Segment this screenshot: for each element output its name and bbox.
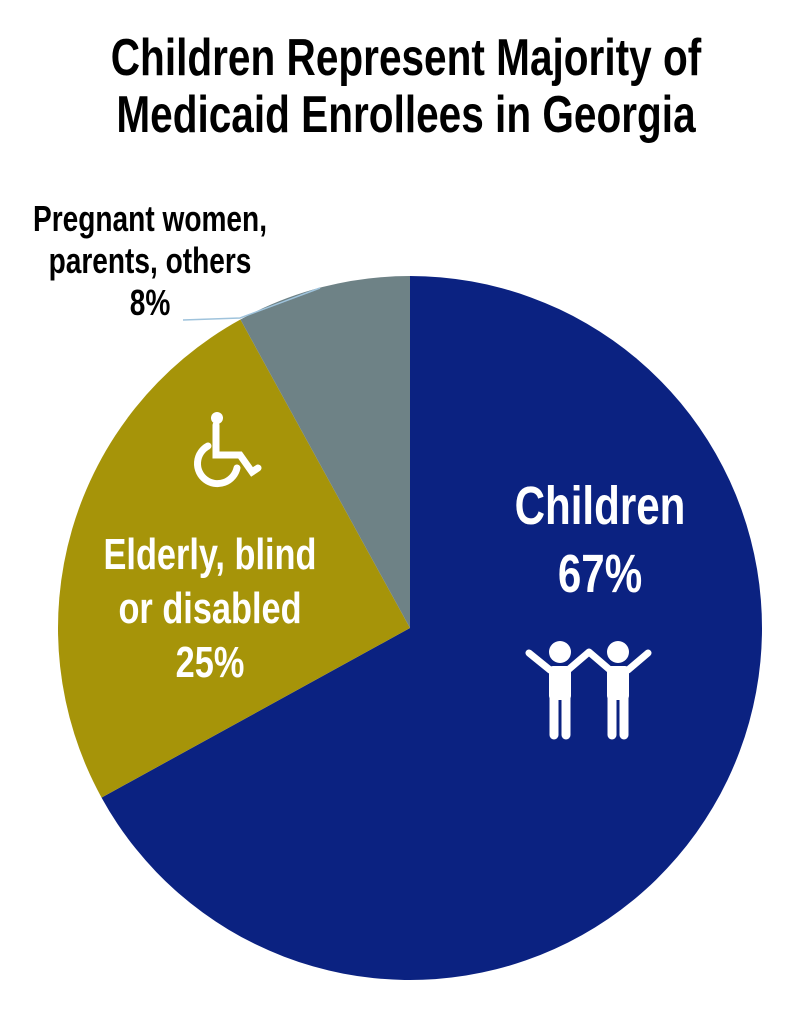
chart-title-line-1: Children Represent Majority of <box>110 29 702 87</box>
label-pregnant-line-2: parents, others <box>48 240 252 281</box>
pie-slice-elderly <box>58 319 411 798</box>
chart-title-line-2: Medicaid Enrollees in Georgia <box>116 86 696 144</box>
label-elderly-value: 25% <box>175 638 245 687</box>
label-elderly: Elderly, blind or disabled 25% <box>70 528 351 690</box>
pie-slice-children <box>101 276 763 980</box>
wheelchair-icon <box>194 412 262 488</box>
label-children: Children 67% <box>483 472 717 608</box>
chart-title: Children Represent Majority of Medicaid … <box>89 30 722 144</box>
leader-line <box>182 287 321 321</box>
children-icon <box>525 641 652 740</box>
label-children-name: Children <box>514 476 686 536</box>
label-elderly-line-2: or disabled <box>118 584 302 633</box>
label-pregnant-line-1: Pregnant women, <box>32 198 268 239</box>
label-pregnant: Pregnant women, parents, others 8% <box>17 198 282 324</box>
label-elderly-line-1: Elderly, blind <box>103 530 317 579</box>
pie-slice-pregnant <box>240 276 410 628</box>
label-pregnant-value: 8% <box>129 282 171 323</box>
label-children-value: 67% <box>557 544 643 604</box>
